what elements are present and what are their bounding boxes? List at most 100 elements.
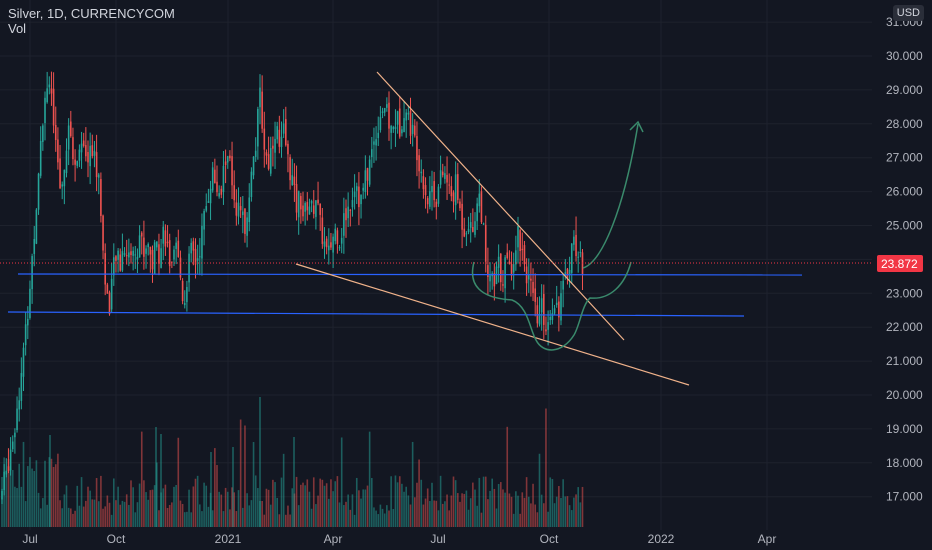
candle-body — [474, 221, 476, 235]
candle-body — [325, 238, 328, 248]
candle-body — [317, 199, 319, 204]
candle-body — [297, 191, 300, 218]
candle-body — [377, 132, 380, 139]
volume-bar — [74, 510, 76, 527]
volume-bar — [18, 463, 20, 527]
candle-body — [351, 200, 354, 208]
volume-bar — [125, 494, 128, 527]
trendline-upper[interactable] — [376, 71, 625, 341]
volume-bar — [183, 512, 186, 527]
candle-body — [515, 250, 517, 265]
support-line-upper[interactable] — [17, 273, 803, 276]
chart-legend: Silver, 1D, CURRENCYCOM Vol — [8, 6, 175, 36]
candle-body — [132, 250, 134, 256]
candle-body — [287, 143, 289, 155]
volume-bar — [155, 427, 157, 527]
candle-body — [446, 174, 448, 183]
volume-bar — [491, 478, 493, 527]
candle-body — [441, 171, 444, 176]
candle-body — [27, 318, 29, 326]
volume-bar — [280, 477, 283, 527]
candle-body — [519, 230, 521, 252]
candle-body — [461, 203, 463, 230]
volume-bar — [351, 494, 354, 527]
volume-bar — [35, 460, 38, 527]
volume-bar — [334, 481, 337, 527]
volume-bar — [218, 491, 220, 527]
volume-bar — [70, 508, 72, 527]
volume-bar — [233, 492, 235, 527]
volume-bar — [381, 508, 384, 527]
x-tick-label: Apr — [758, 532, 777, 546]
candle-body — [353, 191, 356, 198]
symbol-title[interactable]: Silver, 1D, CURRENCYCOM — [8, 6, 175, 21]
candle-body — [149, 246, 152, 255]
volume-bar — [394, 475, 397, 527]
volume-bar — [95, 478, 98, 527]
candle-body — [267, 154, 270, 169]
candle-body — [312, 205, 315, 214]
candle-body — [5, 470, 8, 475]
candle-body — [70, 121, 72, 137]
candle-body — [334, 228, 337, 242]
volume-bar — [276, 497, 278, 527]
volume-bar — [52, 466, 55, 527]
volume-label[interactable]: Vol — [8, 21, 27, 36]
volume-bar — [285, 514, 287, 527]
candle-body — [130, 251, 132, 256]
volume-bar — [89, 490, 91, 527]
candle-body — [540, 298, 543, 313]
volume-bar — [201, 511, 203, 527]
volume-bar — [422, 504, 425, 527]
cup-pattern[interactable] — [471, 261, 632, 351]
volume-bar — [46, 504, 48, 527]
candle-body — [392, 126, 395, 130]
candle-body — [138, 235, 141, 258]
volume-bar — [570, 510, 573, 527]
support-line-lower[interactable] — [7, 311, 745, 317]
candle-body — [192, 241, 195, 251]
y-tick-label: 30.000 — [886, 49, 923, 63]
candle-body — [168, 240, 171, 267]
volume-bar — [82, 506, 85, 527]
candle-body — [235, 202, 238, 216]
candle-body — [14, 432, 16, 438]
volume-bar — [61, 508, 63, 527]
volume-bar — [336, 476, 339, 527]
candle-body — [11, 441, 14, 450]
volume-bar — [267, 489, 270, 527]
candle-body — [495, 266, 498, 285]
candle-body — [345, 208, 347, 221]
volume-bar — [297, 505, 300, 527]
candle-body — [252, 156, 255, 176]
candle-body — [489, 275, 491, 282]
volume-bar — [340, 437, 343, 527]
projection-arrow[interactable] — [582, 123, 639, 269]
volume-bar — [194, 478, 197, 527]
trendline-lower[interactable] — [295, 263, 690, 386]
volume-bar — [414, 497, 416, 527]
volume-bars — [1, 397, 584, 527]
volume-bar — [564, 496, 567, 527]
volume-bar — [497, 483, 500, 527]
volume-bar — [16, 488, 18, 527]
volume-bar — [500, 482, 502, 527]
candle-body — [18, 400, 20, 410]
candle-body — [115, 256, 117, 261]
volume-bar — [229, 509, 231, 527]
volume-bar — [54, 464, 57, 527]
currency-badge[interactable]: USD — [892, 5, 924, 21]
candle-body — [562, 280, 564, 290]
candle-body — [543, 294, 545, 325]
candle-body — [3, 471, 5, 491]
candle-body — [555, 302, 558, 306]
candle-body — [289, 157, 291, 181]
candle-body — [360, 194, 362, 205]
x-axis[interactable]: Jul Oct 2021 Apr Jul Oct 2022 Apr — [22, 532, 776, 546]
volume-bar — [80, 477, 83, 527]
volume-bar — [5, 473, 8, 527]
volume-bar — [300, 484, 302, 527]
volume-bar — [405, 486, 407, 527]
volume-bar — [523, 497, 526, 527]
